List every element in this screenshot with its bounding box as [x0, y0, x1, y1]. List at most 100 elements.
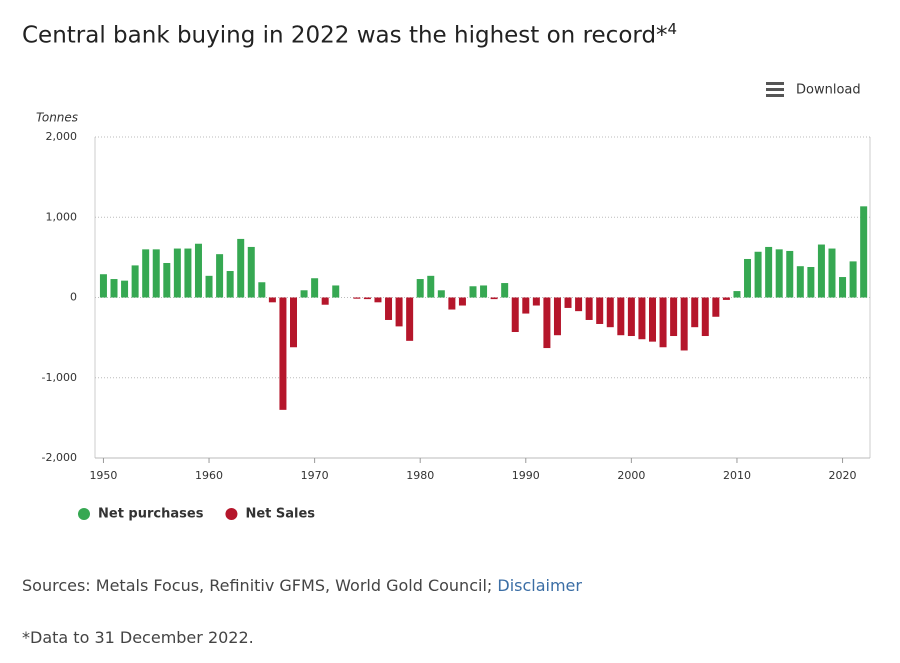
- x-tick-label: 1950: [89, 469, 117, 482]
- bar: [311, 278, 319, 298]
- bar: [522, 297, 530, 314]
- bar: [458, 297, 466, 306]
- x-tick-label: 1990: [512, 469, 540, 482]
- bar: [427, 275, 435, 298]
- bar: [142, 249, 150, 298]
- title-note: 4: [667, 20, 678, 38]
- bar: [321, 297, 329, 305]
- y-tick-label: 1,000: [46, 210, 78, 223]
- bar: [617, 297, 625, 336]
- chart: Download Tonnes -2,000 -1,000 0 1,000 2,000 1…: [36, 82, 871, 522]
- bar: [448, 297, 456, 310]
- bar: [437, 290, 445, 298]
- bar: [543, 297, 551, 349]
- bar: [110, 279, 118, 298]
- bar: [406, 297, 414, 341]
- bar: [712, 297, 720, 317]
- bar: [828, 248, 836, 298]
- y-tick-label: -1,000: [42, 371, 77, 384]
- bar: [363, 297, 371, 300]
- legend-marker: [225, 508, 238, 520]
- bar: [839, 277, 847, 298]
- bar: [152, 249, 160, 298]
- bar: [775, 249, 783, 298]
- bar: [553, 297, 561, 336]
- bar: [680, 297, 688, 351]
- x-tick-label: 2020: [829, 469, 857, 482]
- bar: [786, 250, 794, 298]
- bar: [184, 248, 192, 298]
- bar: [722, 297, 730, 300]
- x-tick-label: 1980: [406, 469, 434, 482]
- bar: [121, 280, 129, 298]
- bar: [268, 297, 276, 303]
- bar: [131, 265, 139, 298]
- bar: [627, 297, 635, 337]
- bar: [744, 258, 752, 298]
- y-tick-label: -2,000: [42, 451, 77, 464]
- menu-icon: [766, 94, 784, 97]
- bar: [395, 297, 403, 327]
- bar: [564, 297, 572, 308]
- x-tick-label: 1960: [195, 469, 223, 482]
- y-tick-label: 2,000: [46, 130, 78, 143]
- bar: [659, 297, 667, 348]
- bar: [279, 297, 287, 410]
- disclaimer-link[interactable]: Disclaimer: [497, 576, 582, 595]
- bar: [173, 248, 181, 298]
- bar: [754, 251, 762, 298]
- bar: [258, 282, 266, 298]
- bar: [205, 275, 213, 298]
- bar: [670, 297, 678, 337]
- download-label[interactable]: Download: [796, 83, 861, 98]
- bar: [532, 297, 540, 306]
- bar: [585, 297, 593, 320]
- bar: [163, 262, 171, 298]
- legend-label: Net Sales: [245, 507, 315, 522]
- footnote: *Data to 31 December 2022.: [22, 628, 254, 647]
- bar: [575, 297, 583, 312]
- bar: [691, 297, 699, 328]
- bar: [480, 285, 488, 298]
- bar: [247, 246, 255, 298]
- bar: [807, 267, 815, 298]
- bar: [511, 297, 519, 333]
- menu-icon: [766, 82, 784, 85]
- bar: [701, 297, 709, 337]
- bar: [374, 297, 382, 303]
- bar: [733, 291, 741, 298]
- bar: [860, 206, 868, 298]
- sources: Sources: Metals Focus, Refinitiv GFMS, W…: [22, 576, 582, 595]
- bar: [416, 279, 424, 298]
- title-text: Central bank buying in 2022 was the high…: [22, 22, 668, 49]
- menu-icon: [766, 88, 784, 91]
- legend-marker: [78, 508, 90, 520]
- bar: [99, 274, 107, 298]
- bar: [469, 286, 477, 298]
- bar: [332, 285, 340, 298]
- bar: [796, 266, 804, 298]
- bar: [606, 297, 614, 328]
- bar: [194, 243, 202, 298]
- bar: [648, 297, 656, 342]
- bar: [237, 238, 245, 298]
- bar: [817, 244, 825, 298]
- x-tick-label: 2010: [723, 469, 751, 482]
- bar: [385, 297, 393, 320]
- bar: [765, 246, 773, 298]
- download-button[interactable]: Download: [766, 82, 861, 98]
- bar: [501, 283, 509, 298]
- bar: [490, 297, 498, 300]
- x-tick-label: 1970: [301, 469, 329, 482]
- x-tick-label: 2000: [617, 469, 645, 482]
- bar: [290, 297, 298, 348]
- bar: [216, 254, 224, 298]
- bar: [596, 297, 604, 324]
- bar: [849, 261, 857, 298]
- bar: [638, 297, 646, 340]
- bar: [226, 271, 234, 298]
- y-axis-label: Tonnes: [36, 111, 78, 125]
- legend-label: Net purchases: [98, 507, 204, 522]
- bar: [300, 290, 308, 298]
